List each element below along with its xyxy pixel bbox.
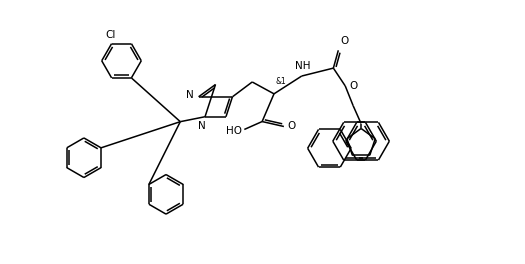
Text: O: O [288,121,296,131]
Text: HO: HO [226,126,243,136]
Text: NH: NH [295,61,310,71]
Text: &1: &1 [276,77,287,86]
Text: N: N [186,90,194,100]
Text: O: O [349,81,358,91]
Text: N: N [198,121,206,131]
Text: O: O [340,36,349,46]
Text: Cl: Cl [106,30,116,40]
